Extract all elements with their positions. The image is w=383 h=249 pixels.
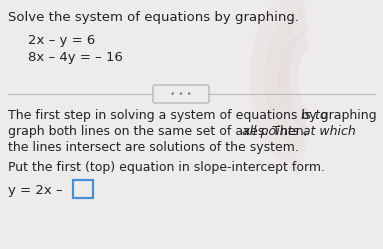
Text: 2x – y = 6: 2x – y = 6 <box>28 34 95 47</box>
FancyBboxPatch shape <box>153 85 209 103</box>
Text: the lines intersect are solutions of the system.: the lines intersect are solutions of the… <box>8 141 299 154</box>
Text: all points at which: all points at which <box>242 125 356 138</box>
Text: • • •: • • • <box>170 89 192 99</box>
Text: Solve the system of equations by graphing.: Solve the system of equations by graphin… <box>8 11 299 24</box>
Text: 8x – 4y = – 16: 8x – 4y = – 16 <box>28 51 123 64</box>
Text: y = 2x –: y = 2x – <box>8 184 63 197</box>
Text: Put the first (top) equation in slope-intercept form.: Put the first (top) equation in slope-in… <box>8 161 325 174</box>
Text: is to: is to <box>301 109 327 122</box>
FancyBboxPatch shape <box>73 180 93 198</box>
Text: graph both lines on the same set of axes. Then,: graph both lines on the same set of axes… <box>8 125 312 138</box>
Text: The first step in solving a system of equations by graphing: The first step in solving a system of eq… <box>8 109 381 122</box>
